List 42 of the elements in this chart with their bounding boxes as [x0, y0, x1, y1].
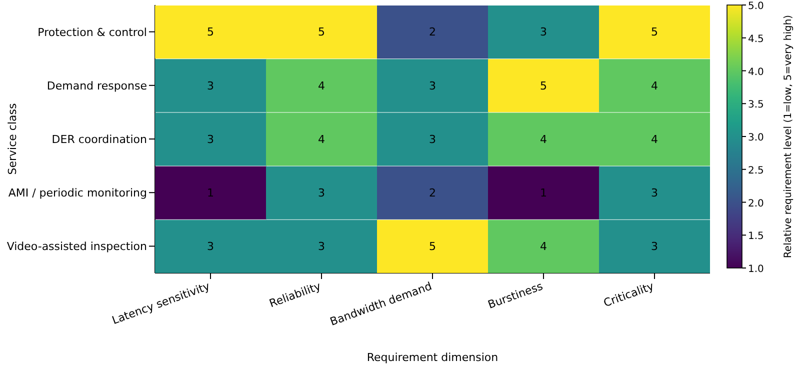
- data-label: 4: [651, 79, 658, 92]
- data-label: 1: [540, 186, 547, 200]
- y-tick-label: Video-assisted inspection: [6, 240, 148, 254]
- y-axis-title: Service class: [6, 103, 19, 175]
- data-label: 5: [207, 26, 214, 39]
- data-label: 4: [318, 79, 325, 92]
- data-label: 3: [207, 240, 214, 254]
- color-bar-label: 1.0: [748, 264, 764, 275]
- color-bar-label: 4.5: [748, 34, 764, 45]
- data-label: 3: [429, 132, 436, 146]
- data-label: 3: [318, 186, 325, 200]
- data-label: 1: [207, 186, 214, 200]
- color-bar-label: 5.0: [748, 1, 764, 12]
- data-label: 5: [429, 240, 436, 254]
- data-label: 5: [540, 79, 547, 92]
- data-label: 4: [651, 132, 658, 146]
- data-label: 4: [318, 132, 325, 146]
- y-tick-label: Protection & control: [38, 26, 147, 39]
- data-label: 3: [429, 79, 436, 92]
- data-label: 3: [540, 26, 547, 39]
- data-label: 3: [651, 240, 658, 254]
- data-label: 4: [540, 240, 547, 254]
- color-bar-label: 2.0: [748, 198, 764, 210]
- data-label: 4: [540, 132, 547, 146]
- x-axis-title: Requirement dimension: [366, 351, 498, 364]
- data-label: 3: [207, 79, 214, 92]
- data-label: 2: [429, 26, 436, 39]
- data-label: 3: [651, 186, 658, 200]
- color-bar-label: 3.5: [748, 100, 764, 111]
- color-bar-label: 1.5: [748, 231, 764, 242]
- color-bar-label: 4.0: [748, 66, 764, 78]
- data-label: 2: [429, 186, 436, 200]
- data-label: 3: [207, 132, 214, 146]
- color-bar-label: 2.5: [748, 165, 764, 176]
- data-label: 5: [318, 26, 325, 39]
- data-label: 3: [318, 240, 325, 254]
- data-label: 5: [651, 26, 658, 39]
- color-bar-title: Relative requirement level (1=low, 5=very high): [783, 14, 794, 258]
- y-tick-label: Demand response: [46, 79, 148, 92]
- y-tick-label: DER coordination: [52, 133, 148, 146]
- y-tick-label: AMI / periodic monitoring: [8, 186, 147, 200]
- color-bar-label: 3.0: [748, 132, 764, 144]
